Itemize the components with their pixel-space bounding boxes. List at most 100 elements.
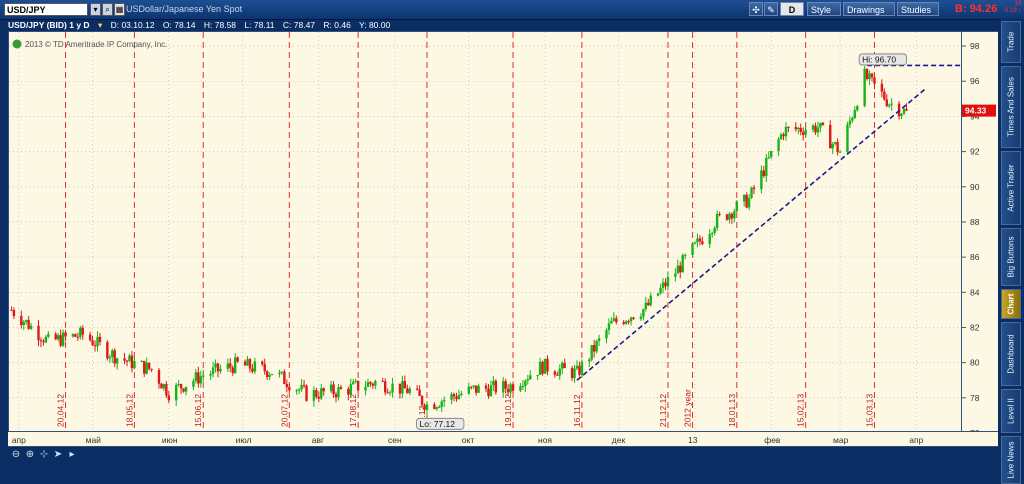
month-label-3: июл — [236, 435, 252, 445]
month-label-9: 13 — [688, 435, 698, 445]
candle-body — [285, 383, 289, 388]
tab-trade[interactable]: Trade — [1001, 21, 1021, 63]
candle-body — [733, 211, 736, 219]
candle-body — [816, 127, 820, 133]
studies-button[interactable]: Studies — [897, 2, 939, 16]
tab-big-buttons[interactable]: Big Buttons — [1001, 228, 1021, 286]
date-marker-label-0: 20.04.12 — [56, 394, 66, 427]
date-marker-label-6: 19.10.12 — [503, 394, 513, 427]
symbol-lookup-icon[interactable]: ⌕ — [102, 3, 113, 16]
candle-body — [526, 379, 529, 381]
pan-icon[interactable]: ✣ — [749, 2, 763, 16]
candle-body — [288, 387, 291, 391]
candle-body — [494, 380, 498, 393]
high-value: H: 78.58 — [203, 20, 237, 30]
date-marker-label-9: 2012 year — [683, 389, 693, 427]
price-tick-80: 80 — [970, 358, 980, 368]
candle-body — [607, 323, 611, 331]
candle-body — [787, 126, 790, 128]
candle-body — [467, 386, 470, 394]
candle-body — [403, 381, 407, 389]
candle-body — [615, 318, 618, 323]
month-label-11: мар — [833, 435, 849, 445]
time-axis[interactable]: апр май июн июл авг сен окт ноя дек 13 фев мар апр — [8, 432, 998, 447]
copyright-text: 2013 © TD Ameritrade IP Company, Inc. — [25, 40, 167, 49]
tab-chart[interactable]: Chart — [1001, 289, 1021, 319]
wrench-icon[interactable]: ✎ — [764, 2, 778, 16]
candle-body — [415, 388, 419, 390]
candle-body — [873, 77, 876, 84]
low-label-text: Lo: 77.12 — [420, 419, 456, 429]
chart-plot-area[interactable]: 20.04.12 18.05.12 15.06.12 20.07.12 17.08.12… — [8, 31, 962, 432]
candle-body — [804, 129, 807, 135]
tab-times-and-sales[interactable]: Times And Sales — [1001, 66, 1021, 148]
candle-body — [770, 150, 773, 158]
timeframe-button[interactable]: D — [780, 2, 804, 16]
candle-body — [647, 302, 650, 306]
menu-icon[interactable]: ▾ — [97, 20, 103, 30]
candle-body — [320, 388, 323, 399]
tab-label: Level II — [1006, 398, 1016, 424]
tab-active-trader[interactable]: Active Trader — [1001, 151, 1021, 225]
zoom-in-icon[interactable]: ⊕ — [25, 449, 35, 460]
candle-body — [470, 386, 473, 388]
bid-change-bottom: -0.19 ↓ — [1003, 8, 1022, 14]
candle-body — [147, 362, 151, 369]
tab-live-news[interactable]: Live News — [1001, 436, 1021, 484]
bid-change: 19 -0.19 ↓ — [1003, 1, 1021, 15]
candle-body — [836, 142, 839, 153]
symbol-input[interactable]: USD/JPY — [4, 3, 88, 16]
cursor-icon[interactable]: ➤ — [53, 449, 63, 460]
month-label-6: окт — [462, 435, 475, 445]
scroll-icon[interactable]: ▸ — [69, 449, 75, 460]
candle-body — [750, 187, 753, 198]
candle-body — [312, 390, 316, 401]
candle-body — [492, 380, 495, 386]
candle-body — [656, 293, 660, 296]
candle-body — [197, 372, 200, 384]
candle-body — [865, 68, 869, 79]
open-value: O: 78.14 — [162, 20, 196, 30]
bid-price: B: 94.26 — [955, 3, 998, 15]
candle-body — [202, 375, 205, 377]
style-button[interactable]: Style — [807, 2, 841, 16]
tab-label: Times And Sales — [1006, 77, 1016, 137]
drawings-button[interactable]: Drawings — [843, 2, 895, 16]
candle-body — [22, 321, 25, 325]
symbol-dropdown-icon[interactable]: ▾ — [90, 3, 101, 16]
symbol-info-icon[interactable]: ▦ — [114, 3, 125, 16]
candle-body — [821, 122, 825, 125]
candle-body — [829, 124, 832, 149]
series-label: USD/JPY (BID) 1 y D — [8, 20, 90, 30]
candle-body — [20, 316, 23, 325]
candle-body — [487, 388, 490, 397]
price-axis[interactable]: 76788082848688909294969894.33 — [962, 31, 998, 438]
candle-body — [725, 214, 729, 220]
tab-level-ii[interactable]: Level II — [1001, 389, 1021, 433]
tab-dashboard[interactable]: Dashboard — [1001, 322, 1021, 386]
candle-body — [450, 394, 453, 400]
candle-body — [588, 359, 591, 362]
price-tick-90: 90 — [970, 182, 980, 192]
candle-body — [701, 241, 704, 245]
candle-body — [192, 380, 195, 387]
candle-body — [268, 374, 271, 378]
candle-body — [870, 73, 874, 78]
drawings-label: Drawings — [847, 5, 885, 15]
month-label-8: дек — [612, 435, 626, 445]
candle-body — [519, 386, 522, 391]
candle-body — [337, 387, 340, 398]
candle-body — [460, 393, 463, 396]
zoom-out-icon[interactable]: ⊖ — [11, 449, 21, 460]
candle-body — [489, 385, 493, 397]
crosshair-icon[interactable]: ⊹ — [39, 449, 49, 460]
candlestick-chart[interactable]: 20.04.12 18.05.12 15.06.12 20.07.12 17.08.12… — [9, 32, 962, 432]
candle-body — [556, 374, 559, 376]
candle-body — [145, 362, 148, 374]
candle-body — [728, 213, 731, 220]
candle-body — [79, 327, 82, 337]
candle-body — [334, 394, 338, 398]
candle-body — [639, 316, 643, 319]
candle-body — [401, 381, 404, 394]
candle-body — [302, 384, 306, 386]
